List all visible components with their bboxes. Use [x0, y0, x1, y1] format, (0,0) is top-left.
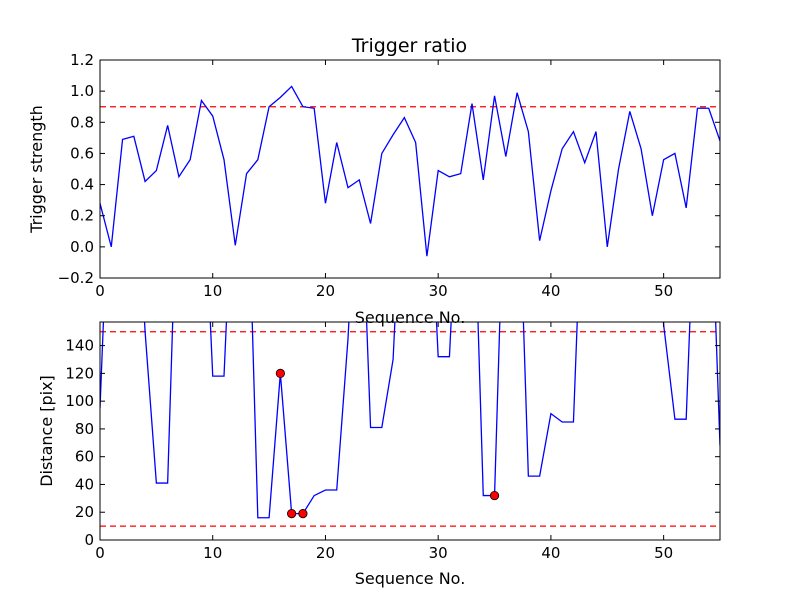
distance-x-tick-label: 30 [429, 544, 448, 562]
distance-y-tick-label: 120 [65, 364, 94, 382]
distance-x-ticks: 0 10 20 30 40 50 [95, 322, 673, 562]
distance-subplot: 0 10 20 30 40 50 0 20 40 60 80 100 120 140 Sequence … [37, 321, 721, 588]
trigger-x-tick-label: 40 [541, 282, 560, 300]
trigger-plot-area [100, 85, 720, 257]
distance-y-tick-label: 0 [84, 531, 94, 549]
distance-y-tick-label: 100 [65, 392, 94, 410]
trigger-y-tick-label: 0.2 [70, 207, 94, 225]
distance-axes-frame [99, 321, 721, 541]
trigger-x-ticks: 0 10 20 30 40 50 [95, 60, 673, 300]
distance-marker-point [298, 509, 308, 519]
distance-x-tick-label: 0 [95, 544, 105, 562]
distance-y-ticks: 0 20 40 60 80 100 120 140 [65, 337, 720, 549]
trigger-y-ticks: −0.2 0.0 0.2 0.4 0.6 0.8 1.0 1.2 [58, 51, 720, 287]
trigger-x-tick-label: 20 [316, 282, 335, 300]
trigger-y-tick-label: 1.0 [70, 82, 94, 100]
distance-marker-point [275, 368, 285, 378]
distance-threshold-lines [100, 331, 720, 527]
trigger-y-tick-label: 1.2 [70, 51, 94, 69]
trigger-y-tick-label: 0.8 [70, 113, 94, 131]
trigger-x-tick-label: 30 [429, 282, 448, 300]
distance-marker-point [489, 490, 500, 501]
trigger-x-axis-label: Sequence No. [355, 308, 466, 327]
trigger-chart-title: Trigger ratio [351, 35, 467, 57]
distance-y-tick-label: 20 [75, 503, 94, 521]
distance-x-axis-label: Sequence No. [355, 569, 466, 588]
distance-markers [275, 368, 500, 519]
trigger-y-tick-label: 0.6 [70, 144, 94, 162]
trigger-x-tick-label: 0 [95, 282, 105, 300]
distance-y-tick-label: 80 [75, 420, 94, 438]
distance-y-axis-label: Distance [pix] [37, 375, 56, 487]
trigger-y-tick-label: 0.0 [70, 238, 94, 256]
distance-x-tick-label: 50 [654, 544, 673, 562]
trigger-y-axis-label: Trigger strength [27, 105, 46, 234]
distance-y-tick-label: 60 [75, 448, 94, 466]
trigger-x-tick-label: 50 [654, 282, 673, 300]
distance-y-tick-label: 140 [65, 337, 94, 355]
distance-marker-point [287, 509, 297, 519]
distance-x-tick-label: 40 [541, 544, 560, 562]
distance-y-tick-label: 40 [75, 475, 94, 493]
trigger-strength-series-line [100, 85, 720, 257]
distance-x-tick-label: 20 [316, 544, 335, 562]
distance-plot-area [100, 322, 720, 527]
trigger-axes-frame [99, 59, 721, 279]
trigger-x-tick-label: 10 [203, 282, 222, 300]
distance-x-tick-label: 10 [203, 544, 222, 562]
trigger-y-tick-label: 0.4 [70, 176, 94, 194]
trigger-y-tick-label: −0.2 [58, 269, 94, 287]
